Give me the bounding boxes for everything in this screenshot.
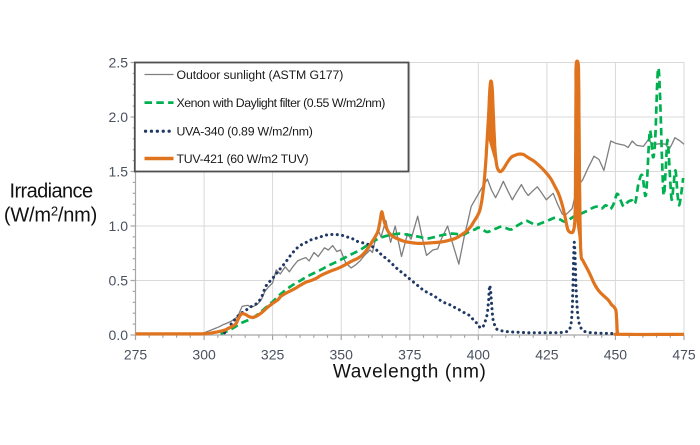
svg-text:1.0: 1.0 (109, 218, 129, 234)
svg-text:0.5: 0.5 (109, 273, 129, 289)
svg-text:2.0: 2.0 (109, 109, 129, 125)
svg-text:2.5: 2.5 (109, 55, 129, 71)
svg-text:450: 450 (604, 347, 628, 363)
svg-text:0.0: 0.0 (109, 327, 129, 343)
svg-text:425: 425 (535, 347, 559, 363)
svg-text:TUV-421 (60 W/m2 TUV): TUV-421 (60 W/m2 TUV) (177, 152, 309, 166)
svg-text:400: 400 (467, 347, 491, 363)
svg-text:325: 325 (261, 347, 285, 363)
svg-text:(W/m2/nm): (W/m2/nm) (4, 204, 97, 227)
svg-text:300: 300 (192, 347, 216, 363)
svg-text:Outdoor sunlight (ASTM G177): Outdoor sunlight (ASTM G177) (177, 68, 344, 82)
svg-text:UVA-340 (0.89 W/m2/nm): UVA-340 (0.89 W/m2/nm) (177, 125, 313, 139)
svg-text:1.5: 1.5 (109, 164, 129, 180)
svg-text:350: 350 (330, 347, 354, 363)
svg-text:Wavelength (nm): Wavelength (nm) (333, 362, 487, 383)
svg-text:Xenon with Daylight filter (0.: Xenon with Daylight filter (0.55 W/m2/nm… (177, 96, 386, 110)
svg-text:375: 375 (398, 347, 422, 363)
svg-text:275: 275 (124, 347, 148, 363)
svg-text:Irradiance: Irradiance (10, 181, 93, 203)
svg-text:475: 475 (672, 347, 696, 363)
